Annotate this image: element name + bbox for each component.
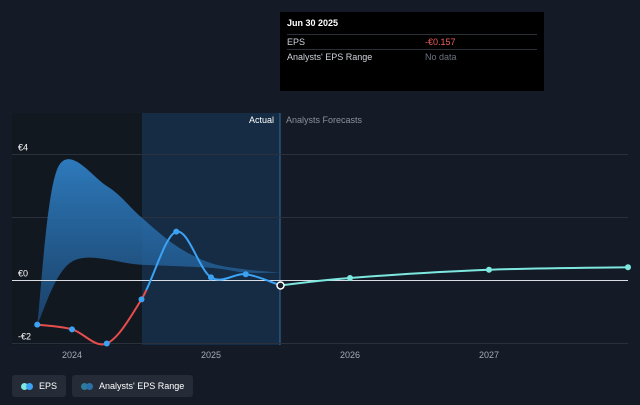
- legend-range-button[interactable]: Analysts' EPS Range: [72, 375, 194, 397]
- actual-label: Actual: [249, 115, 274, 125]
- range-legend-icon: [81, 382, 94, 390]
- forecast-point: [347, 274, 353, 281]
- x-tick-label: 2026: [340, 350, 360, 360]
- tooltip-eps-value: -€0.157: [425, 37, 456, 47]
- y-tick-label: -€2: [18, 332, 31, 342]
- tooltip-range-value: No data: [425, 52, 457, 62]
- x-tick-label: 2025: [201, 350, 221, 360]
- x-tick-label: 2024: [62, 350, 82, 360]
- eps-legend-icon: [21, 382, 34, 390]
- x-tick-label: 2027: [479, 350, 499, 360]
- legend-range-label: Analysts' EPS Range: [99, 381, 185, 391]
- y-tick-label: €0: [18, 269, 28, 279]
- forecast-label: Analysts Forecasts: [286, 115, 363, 125]
- tooltip-range-label: Analysts' EPS Range: [287, 52, 373, 62]
- highlight-region: [142, 113, 280, 345]
- legend-eps-label: EPS: [39, 381, 58, 391]
- forecast-point: [486, 266, 492, 273]
- eps-point: [208, 274, 214, 281]
- tooltip-date: Jun 30 2025: [287, 18, 339, 28]
- x-axis-labels: 2024 2025 2026 2027: [62, 350, 499, 360]
- tooltip-eps-label: EPS: [287, 37, 306, 47]
- tooltip: Jun 30 2025 EPS -€0.157 Analysts' EPS Ra…: [280, 12, 544, 91]
- eps-point: [276, 281, 285, 290]
- eps-point: [34, 321, 41, 328]
- analysts-eps-range-area: [37, 159, 281, 325]
- eps-point: [138, 296, 145, 303]
- eps-point: [69, 326, 75, 333]
- y-tick-label: €4: [18, 143, 28, 153]
- forecast-point: [625, 264, 631, 271]
- eps-point: [242, 271, 249, 278]
- tooltip-range-row: Analysts' EPS Range No data: [287, 49, 537, 64]
- eps-forecast-line: [280, 266, 629, 287]
- tooltip-eps-row: EPS -€0.157: [287, 34, 537, 49]
- y-axis-labels: €4 €0 -€2: [18, 143, 31, 342]
- eps-line: [37, 230, 281, 346]
- data-points: [34, 228, 631, 347]
- eps-point: [103, 340, 110, 347]
- legend: EPS Analysts' EPS Range: [12, 375, 194, 397]
- eps-point: [173, 228, 180, 235]
- legend-eps-button[interactable]: EPS: [12, 375, 67, 397]
